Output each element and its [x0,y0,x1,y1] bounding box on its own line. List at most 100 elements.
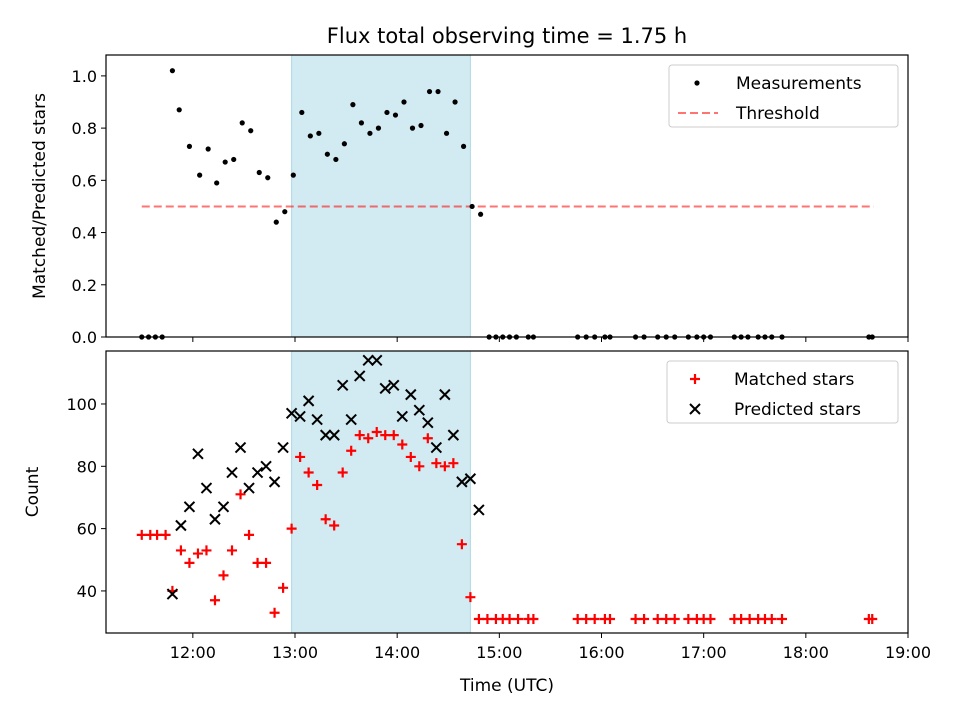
measurement-point [299,109,305,116]
predicted-star-point [405,388,417,401]
measurement-point [367,130,373,136]
predicted-star-point [439,388,451,401]
observing-window-shade [291,54,471,338]
matched-star-point [513,613,524,624]
predicted-star-point [217,501,230,513]
matched-star-point [473,613,484,624]
matched-star-point [482,613,493,624]
matched-star-point [235,489,246,500]
measurement-point [307,133,313,139]
predicted-star-point [345,413,357,426]
matched-star-point [605,613,616,624]
x-tick-label: 12:00 [170,643,216,662]
measurement-point [469,203,475,210]
matched-star-point [261,557,272,568]
measurement-point [409,125,416,131]
matched-star-point [184,557,195,568]
predicted-star-point [319,429,332,441]
measurement-point [205,146,211,152]
measurement-point [392,112,399,118]
matched-star-point [312,479,323,490]
x-tick-label: 14:00 [374,643,420,662]
matched-star-point [431,458,442,469]
predicted-star-point [413,404,426,416]
y-tick-label: 0.8 [72,119,97,138]
matched-star-point [405,451,416,462]
matched-star-point [639,613,650,624]
matched-star-point [192,548,203,559]
matched-star-point [218,570,229,581]
predicted-star-point [311,413,323,426]
predicted-star-point [354,370,366,382]
predicted-star-point [226,466,238,479]
measurement-point [460,143,467,149]
matched-star-point [422,433,433,444]
measurement-point [316,130,322,136]
matched-star-point [683,613,694,624]
predicted-star-point [388,379,400,391]
matched-star-point [589,613,600,624]
legend-matched-marker [690,374,700,384]
matched-star-point [160,529,171,540]
legend-measurement-marker [694,80,700,86]
matched-star-point [380,430,391,441]
y-tick-label: 40 [77,582,97,601]
matched-star-point [136,529,147,540]
measurement-point [341,141,347,147]
matched-star-point [354,430,365,441]
chart-title: Flux total observing time = 1.75 h [327,24,687,48]
measurement-point [418,122,424,129]
measurement-point [265,175,271,181]
predicted-star-point [175,519,187,532]
measurement-point [452,99,458,105]
measurement-point [256,169,262,176]
x-tick-label: 19:00 [885,643,931,662]
measurement-point [443,130,450,136]
measurement-point [248,128,254,134]
matched-star-point [528,613,539,624]
predicted-star-point [285,407,298,420]
measurement-point [435,88,441,95]
x-tick-label: 16:00 [578,643,624,662]
predicted-star-point [336,379,349,391]
legend-box [668,64,899,128]
matched-star-point [867,613,878,624]
predicted-star-point [294,410,306,423]
matched-star-point [439,461,450,472]
measurement-point [426,88,433,95]
y-tick-label: 0.0 [72,328,97,347]
measurement-point [231,156,237,163]
predicted-star-point [379,382,391,395]
y-tick-label: 1.0 [72,67,97,86]
matched-star-point [766,613,777,624]
matched-star-point [209,595,220,606]
y-tick-label: 0.6 [72,171,97,190]
predicted-star-point [234,441,247,454]
x-tick-label: 18:00 [783,643,829,662]
legend-label: Matched stars [734,370,854,390]
predicted-star-point [473,504,485,516]
x-axis-label: Time (UTC) [459,676,554,696]
matched-star-point [397,439,408,450]
y-tick-label: 0.4 [72,224,97,243]
measurement-point [186,143,193,149]
measurement-point [478,211,484,217]
matched-star-point [744,613,755,624]
axes-frame [105,54,909,338]
measurement-point [324,151,330,157]
predicted-star-point [209,513,221,525]
measurement-point [214,180,220,186]
measurement-point [350,102,356,108]
predicted-star-point [243,482,255,494]
predicted-star-point [251,466,264,479]
predicted-star-point [456,476,468,488]
matched-star-point [252,557,263,568]
matched-star-point [465,592,476,603]
measurement-point [333,156,339,163]
measurement-point [401,99,407,105]
measurement-point [169,68,176,74]
matched-star-point [329,520,340,531]
predicted-star-point [192,448,204,460]
predicted-star-point [166,588,179,600]
